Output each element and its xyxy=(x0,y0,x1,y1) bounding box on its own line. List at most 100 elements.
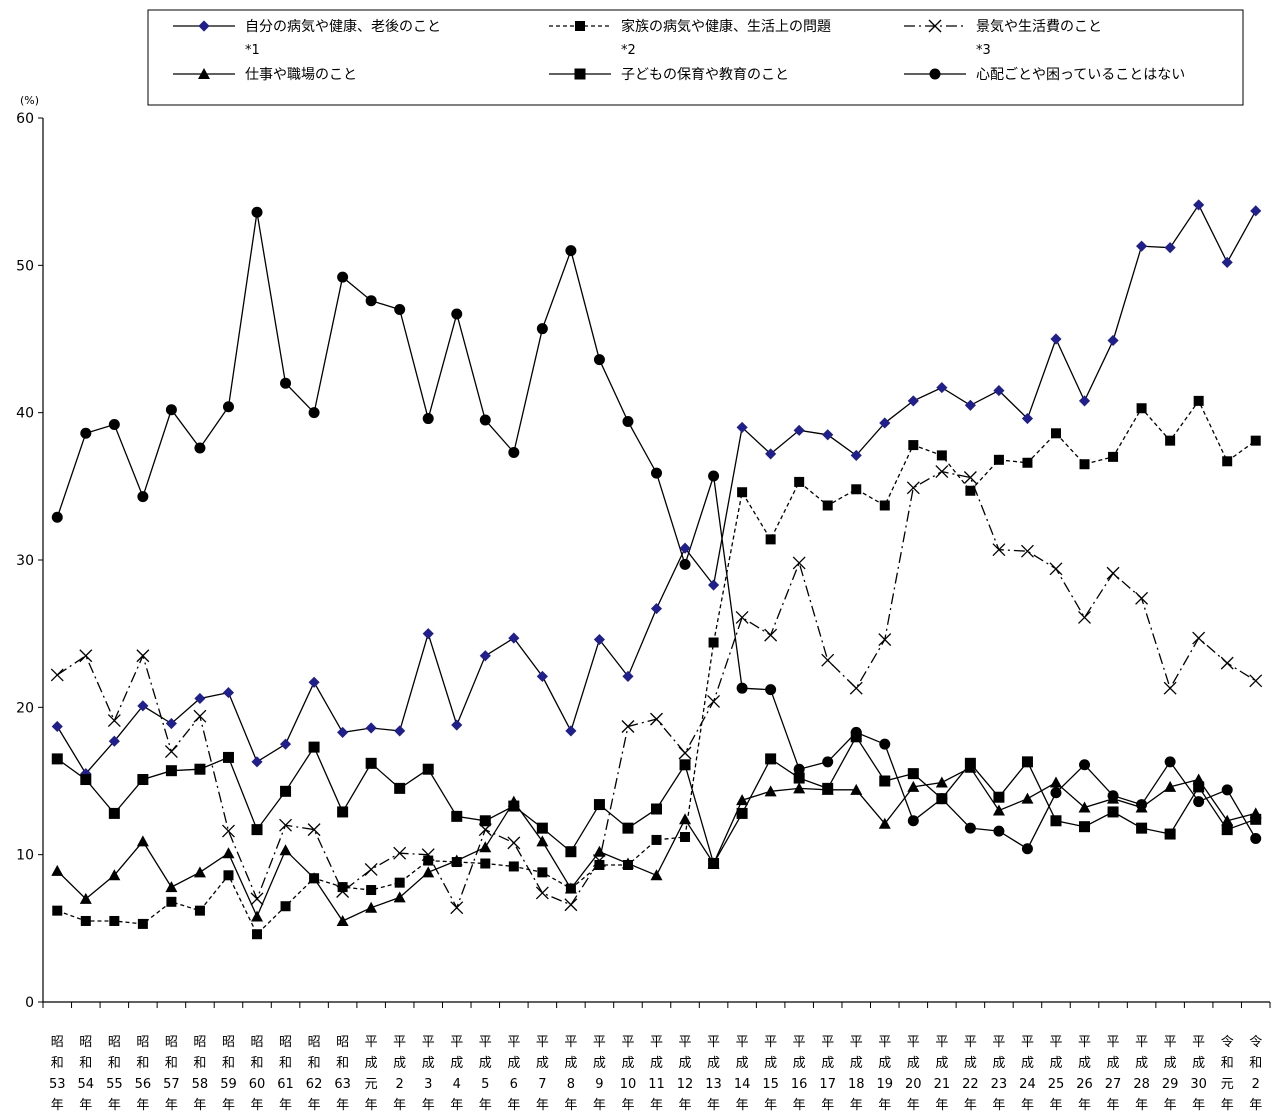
x-tick-label-part: 年 xyxy=(564,1098,577,1113)
data-point-s3 xyxy=(336,914,349,926)
x-tick-label-part: 和 xyxy=(193,1056,206,1071)
data-point-s3 xyxy=(679,813,692,825)
data-point-s2 xyxy=(935,465,949,479)
legend-entry: 仕事や職場のこと xyxy=(173,67,357,83)
data-point-s3 xyxy=(1049,776,1062,788)
data-point-s5 xyxy=(822,756,834,768)
data-point-s2 xyxy=(650,712,663,726)
x-tick-label: 平成 30 年 xyxy=(1190,1035,1207,1113)
x-tick-label-part: 平 xyxy=(536,1035,549,1050)
data-point-s0 xyxy=(822,429,834,441)
x-tick-label: 平成 22 年 xyxy=(962,1035,979,1113)
data-point-s0 xyxy=(650,603,663,615)
x-tick-label-part: 平 xyxy=(1021,1035,1034,1050)
data-point-s4 xyxy=(993,791,1005,803)
data-point-s4 xyxy=(422,763,434,775)
data-point-s5 xyxy=(936,793,948,805)
x-tick-label-part: 平 xyxy=(764,1035,777,1050)
data-point-s2 xyxy=(79,649,93,663)
data-point-s1 xyxy=(1250,435,1261,446)
data-point-s3 xyxy=(136,835,149,847)
data-point-s5 xyxy=(964,822,976,834)
y-tick-label: 60 xyxy=(16,111,34,127)
data-point-s0 xyxy=(251,756,263,768)
data-point-s4 xyxy=(1050,815,1062,827)
x-tick-label-part: 成 xyxy=(964,1056,977,1071)
x-tick-label-part: 和 xyxy=(136,1056,149,1071)
data-point-s5 xyxy=(165,404,177,416)
data-point-s2 xyxy=(336,885,350,898)
data-point-s4 xyxy=(80,774,92,786)
x-tick-label-part: 成 xyxy=(821,1056,834,1071)
data-point-s2 xyxy=(564,898,578,912)
x-tick-label-part: 21 xyxy=(934,1077,951,1092)
data-point-s1 xyxy=(1165,435,1176,446)
data-point-s4 xyxy=(964,757,976,769)
legend-note: *3 xyxy=(976,43,991,58)
x-tick-label-part: 26 xyxy=(1076,1077,1093,1092)
x-tick-label-part: 15 xyxy=(762,1077,779,1092)
x-tick-label: 昭和 60 年 xyxy=(249,1035,266,1113)
x-tick-label-part: 年 xyxy=(479,1098,492,1113)
data-point-s1 xyxy=(280,901,291,912)
data-point-s0 xyxy=(1250,205,1262,217)
data-point-s2 xyxy=(279,818,293,832)
data-point-s3 xyxy=(79,892,92,904)
data-point-s0 xyxy=(879,417,891,429)
x-tick-label-part: 13 xyxy=(705,1077,722,1092)
x-tick-label: 平成 2 年 xyxy=(393,1035,406,1113)
x-tick-label-part: 平 xyxy=(992,1035,1005,1050)
x-tick-label: 昭和 53 年 xyxy=(49,1035,66,1113)
x-tick-label-part: 年 xyxy=(108,1098,121,1113)
x-tick-label-part: 昭 xyxy=(108,1035,121,1050)
data-point-s1 xyxy=(537,867,548,878)
data-point-s0 xyxy=(850,449,862,461)
x-tick-label-part: 14 xyxy=(734,1077,751,1092)
data-point-s3 xyxy=(907,780,920,792)
x-tick-label-part: 成 xyxy=(1021,1056,1034,1071)
data-point-s3 xyxy=(793,782,806,794)
data-point-s1 xyxy=(137,918,148,929)
x-tick-label-part: 成 xyxy=(1164,1056,1177,1071)
data-point-s2 xyxy=(764,628,778,642)
legend-swatch-marker xyxy=(575,21,585,31)
x-tick-label-part: 和 xyxy=(1249,1056,1262,1071)
data-point-s5 xyxy=(879,738,891,750)
x-tick-label-part: 12 xyxy=(677,1077,694,1092)
x-tick-label-part: 和 xyxy=(279,1056,292,1071)
x-tick-label-part: 成 xyxy=(593,1056,606,1071)
x-tick-label-part: 成 xyxy=(793,1056,806,1071)
x-tick-label-part: 年 xyxy=(1135,1098,1148,1113)
data-point-s3 xyxy=(422,866,435,878)
data-point-s4 xyxy=(536,822,548,834)
data-point-s4 xyxy=(1164,828,1176,840)
data-point-s2 xyxy=(136,649,150,663)
data-point-s5 xyxy=(1164,756,1176,768)
data-point-s3 xyxy=(621,857,634,869)
data-point-s4 xyxy=(565,846,577,858)
data-point-s4 xyxy=(1107,806,1119,818)
x-tick-label-part: 年 xyxy=(193,1098,206,1113)
data-point-s2 xyxy=(1020,544,1034,558)
data-point-s0 xyxy=(137,700,149,712)
x-tick-label-part: 平 xyxy=(593,1035,606,1050)
data-point-s4 xyxy=(765,753,777,765)
x-tick-label: 平成 29 年 xyxy=(1162,1035,1179,1113)
data-point-s4 xyxy=(622,822,634,834)
x-tick-label-part: 平 xyxy=(679,1035,692,1050)
x-tick-label-part: 年 xyxy=(1192,1098,1205,1113)
data-point-s2 xyxy=(535,886,549,900)
data-point-s0 xyxy=(793,424,805,436)
x-tick-label-part: 昭 xyxy=(79,1035,92,1050)
data-point-s2 xyxy=(421,848,435,862)
data-point-s3 xyxy=(165,881,178,893)
data-point-s4 xyxy=(137,774,149,786)
x-tick-label-part: 2 xyxy=(396,1077,404,1092)
x-tick-label: 昭和 56 年 xyxy=(135,1035,152,1113)
data-point-s5 xyxy=(850,726,862,738)
x-tick-label-part: 17 xyxy=(819,1077,836,1092)
x-tick-label-part: 年 xyxy=(450,1098,463,1113)
x-tick-label-part: 平 xyxy=(935,1035,948,1050)
x-tick-label: 平成 27 年 xyxy=(1105,1035,1122,1113)
